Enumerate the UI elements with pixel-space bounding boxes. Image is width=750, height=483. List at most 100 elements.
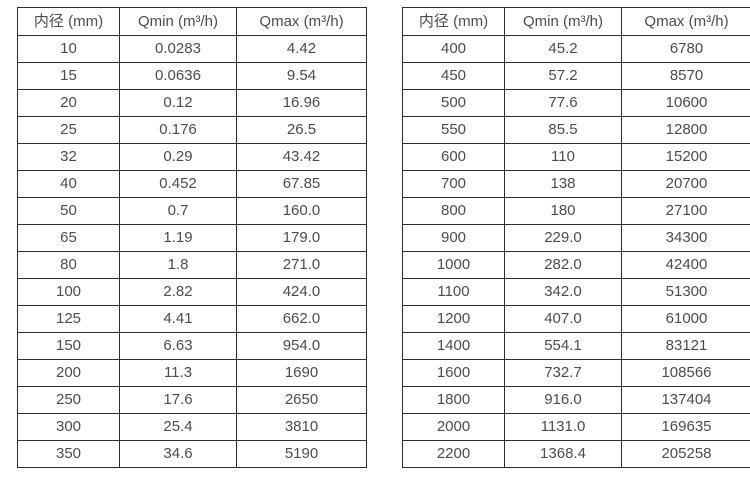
- table-row: 550 85.5 12800: [402, 116, 750, 144]
- table-cell: 40: [17, 170, 120, 198]
- table-cell: 20: [17, 89, 120, 117]
- table-cell: 9.54: [236, 62, 367, 90]
- table-cell: 160.0: [236, 197, 367, 225]
- table-cell: 0.0636: [119, 62, 237, 90]
- table-cell: 169635: [621, 413, 750, 441]
- table-cell: 67.85: [236, 170, 367, 198]
- column-header: Qmax (m³/h): [236, 7, 367, 36]
- table-cell: 424.0: [236, 278, 367, 306]
- table-cell: 15: [17, 62, 120, 90]
- table-cell: 34.6: [119, 440, 237, 468]
- table-cell: 100: [17, 278, 120, 306]
- table-cell: 1690: [236, 359, 367, 387]
- table-cell: 110: [504, 143, 622, 171]
- table-cell: 0.0283: [119, 35, 237, 63]
- table-cell: 15200: [621, 143, 750, 171]
- table-cell: 20700: [621, 170, 750, 198]
- table-cell: 1600: [402, 359, 505, 387]
- table-cell: 1131.0: [504, 413, 622, 441]
- table-row: 2200 1368.4 205258: [402, 440, 750, 468]
- table-cell: 400: [402, 35, 505, 63]
- table-row: 80 1.8 271.0: [17, 251, 367, 279]
- table-cell: 27100: [621, 197, 750, 225]
- table-cell: 732.7: [504, 359, 622, 387]
- table-cell: 43.42: [236, 143, 367, 171]
- table-cell: 350: [17, 440, 120, 468]
- table-cell: 42400: [621, 251, 750, 279]
- table-cell: 138: [504, 170, 622, 198]
- table-cell: 916.0: [504, 386, 622, 414]
- table-cell: 662.0: [236, 305, 367, 333]
- table-row: 300 25.4 3810: [17, 413, 367, 441]
- table-cell: 150: [17, 332, 120, 360]
- table-cell: 10600: [621, 89, 750, 117]
- table-cell: 65: [17, 224, 120, 252]
- table-cell: 5190: [236, 440, 367, 468]
- table-cell: 6780: [621, 35, 750, 63]
- table-row: 65 1.19 179.0: [17, 224, 367, 252]
- table-cell: 0.29: [119, 143, 237, 171]
- table-row: 100 2.82 424.0: [17, 278, 367, 306]
- column-header: 内径 (mm): [402, 7, 505, 36]
- table-row: 25 0.176 26.5: [17, 116, 367, 144]
- table-cell: 25: [17, 116, 120, 144]
- table-cell: 11.3: [119, 359, 237, 387]
- table-cell: 700: [402, 170, 505, 198]
- table-row: 1000 282.0 42400: [402, 251, 750, 279]
- table-cell: 10: [17, 35, 120, 63]
- table-cell: 137404: [621, 386, 750, 414]
- column-header: Qmin (m³/h): [119, 7, 237, 36]
- table-row: 500 77.6 10600: [402, 89, 750, 117]
- table-row: 600 110 15200: [402, 143, 750, 171]
- table-cell: 26.5: [236, 116, 367, 144]
- table-cell: 32: [17, 143, 120, 171]
- table-row: 1200 407.0 61000: [402, 305, 750, 333]
- table-cell: 550: [402, 116, 505, 144]
- header-row: 内径 (mm) Qmin (m³/h) Qmax (m³/h): [17, 7, 367, 36]
- table-cell: 0.7: [119, 197, 237, 225]
- table-cell: 0.176: [119, 116, 237, 144]
- table-row: 400 45.2 6780: [402, 35, 750, 63]
- table-row: 32 0.29 43.42: [17, 143, 367, 171]
- column-header: 内径 (mm): [17, 7, 120, 36]
- table-cell: 34300: [621, 224, 750, 252]
- table-row: 40 0.452 67.85: [17, 170, 367, 198]
- table-cell: 205258: [621, 440, 750, 468]
- table-cell: 2650: [236, 386, 367, 414]
- table-cell: 1100: [402, 278, 505, 306]
- table-cell: 900: [402, 224, 505, 252]
- table-cell: 61000: [621, 305, 750, 333]
- table-cell: 179.0: [236, 224, 367, 252]
- table-row: 150 6.63 954.0: [17, 332, 367, 360]
- table-cell: 954.0: [236, 332, 367, 360]
- table-cell: 17.6: [119, 386, 237, 414]
- table-cell: 83121: [621, 332, 750, 360]
- table-row: 1100 342.0 51300: [402, 278, 750, 306]
- table-cell: 6.63: [119, 332, 237, 360]
- table-cell: 282.0: [504, 251, 622, 279]
- table-row: 1800 916.0 137404: [402, 386, 750, 414]
- table-row: 2000 1131.0 169635: [402, 413, 750, 441]
- table-row: 200 11.3 1690: [17, 359, 367, 387]
- table-cell: 50: [17, 197, 120, 225]
- table-cell: 25.4: [119, 413, 237, 441]
- table-cell: 1200: [402, 305, 505, 333]
- table-cell: 0.452: [119, 170, 237, 198]
- table-row: 250 17.6 2650: [17, 386, 367, 414]
- table-cell: 1368.4: [504, 440, 622, 468]
- table-cell: 554.1: [504, 332, 622, 360]
- table-cell: 12800: [621, 116, 750, 144]
- table-cell: 180: [504, 197, 622, 225]
- table-cell: 600: [402, 143, 505, 171]
- table-row: 350 34.6 5190: [17, 440, 367, 468]
- table-cell: 125: [17, 305, 120, 333]
- table-cell: 1.8: [119, 251, 237, 279]
- column-header: Qmax (m³/h): [621, 7, 750, 36]
- table-cell: 271.0: [236, 251, 367, 279]
- flow-table-large-diameters: 内径 (mm) Qmin (m³/h) Qmax (m³/h) 400 45.2 6780…: [402, 7, 750, 468]
- table-cell: 2200: [402, 440, 505, 468]
- table-cell: 200: [17, 359, 120, 387]
- table-cell: 300: [17, 413, 120, 441]
- table-row: 1400 554.1 83121: [402, 332, 750, 360]
